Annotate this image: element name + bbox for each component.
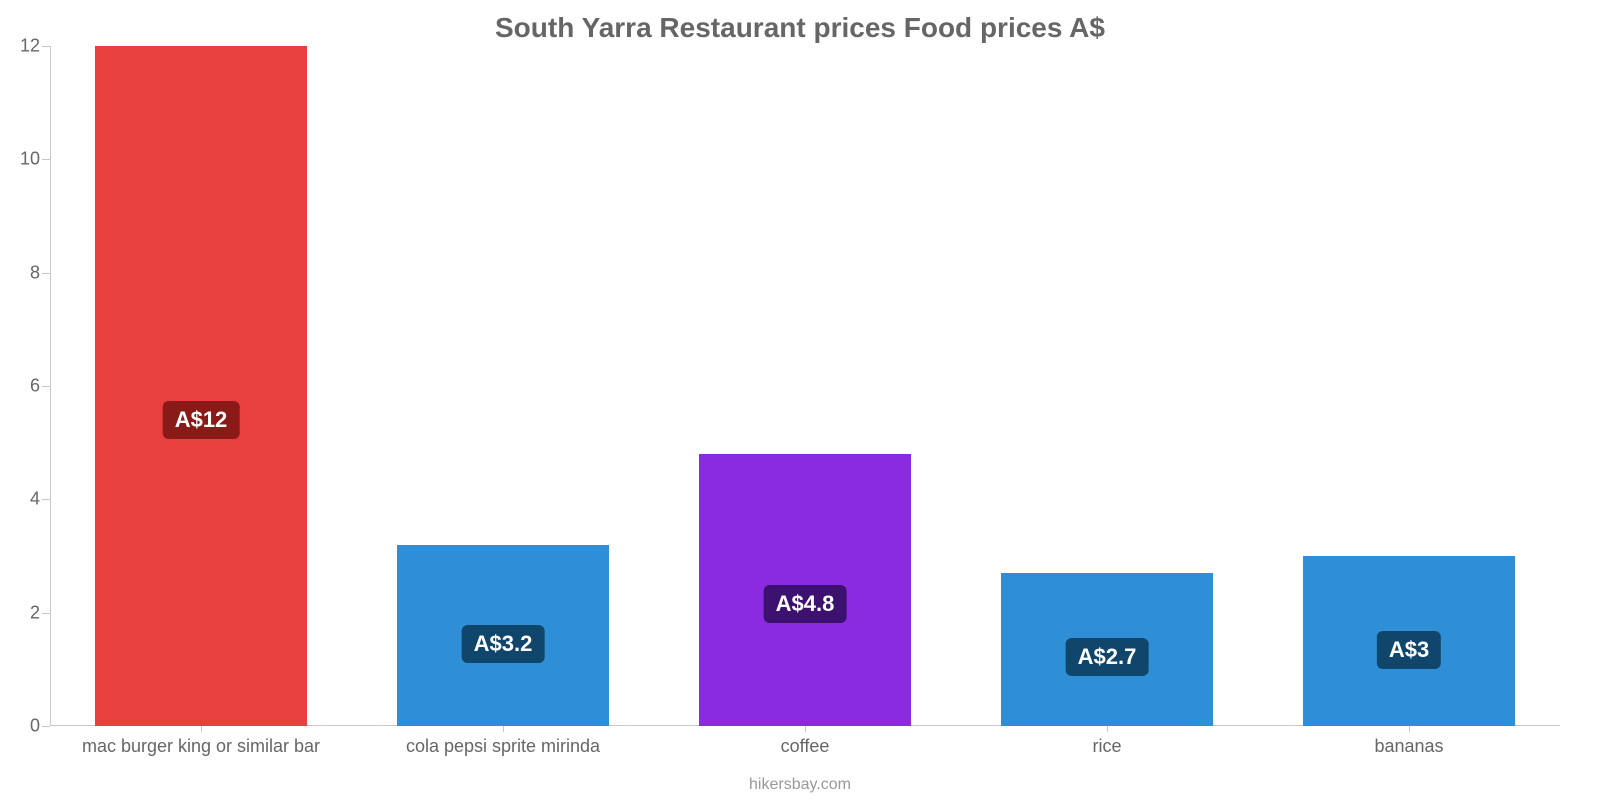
bar xyxy=(95,46,306,726)
plot-area: A$12A$3.2A$4.8A$2.7A$3 024681012mac burg… xyxy=(50,46,1560,726)
y-tick-label: 0 xyxy=(30,716,40,737)
x-tick xyxy=(805,726,806,732)
y-tick xyxy=(42,273,50,274)
y-tick-label: 10 xyxy=(20,149,40,170)
y-tick xyxy=(42,499,50,500)
x-tick xyxy=(201,726,202,732)
y-tick xyxy=(42,159,50,160)
bar-value-label: A$3 xyxy=(1377,631,1441,669)
x-category-label: cola pepsi sprite mirinda xyxy=(406,736,600,757)
y-tick xyxy=(42,46,50,47)
attribution: hikersbay.com xyxy=(0,776,1600,794)
y-tick-label: 4 xyxy=(30,489,40,510)
x-tick xyxy=(1409,726,1410,732)
x-tick xyxy=(1107,726,1108,732)
bar-value-label: A$4.8 xyxy=(764,585,847,623)
bars-layer: A$12 A$3.2 A$4.8 A$2.7 A$3 xyxy=(50,46,1560,726)
y-tick-label: 8 xyxy=(30,262,40,283)
bar-value-label: A$2.7 xyxy=(1066,638,1149,676)
y-tick-label: 12 xyxy=(20,36,40,57)
x-tick xyxy=(503,726,504,732)
chart-title: South Yarra Restaurant prices Food price… xyxy=(0,12,1600,44)
price-chart: South Yarra Restaurant prices Food price… xyxy=(0,0,1600,800)
x-category-label: bananas xyxy=(1374,736,1443,757)
y-tick xyxy=(42,386,50,387)
bar-value-label: A$12 xyxy=(163,401,240,439)
y-tick-label: 6 xyxy=(30,376,40,397)
bar-value-label: A$3.2 xyxy=(462,625,545,663)
x-category-label: coffee xyxy=(781,736,830,757)
x-category-label: rice xyxy=(1092,736,1121,757)
y-tick xyxy=(42,726,50,727)
x-category-label: mac burger king or similar bar xyxy=(82,736,320,757)
y-tick xyxy=(42,613,50,614)
y-tick-label: 2 xyxy=(30,602,40,623)
